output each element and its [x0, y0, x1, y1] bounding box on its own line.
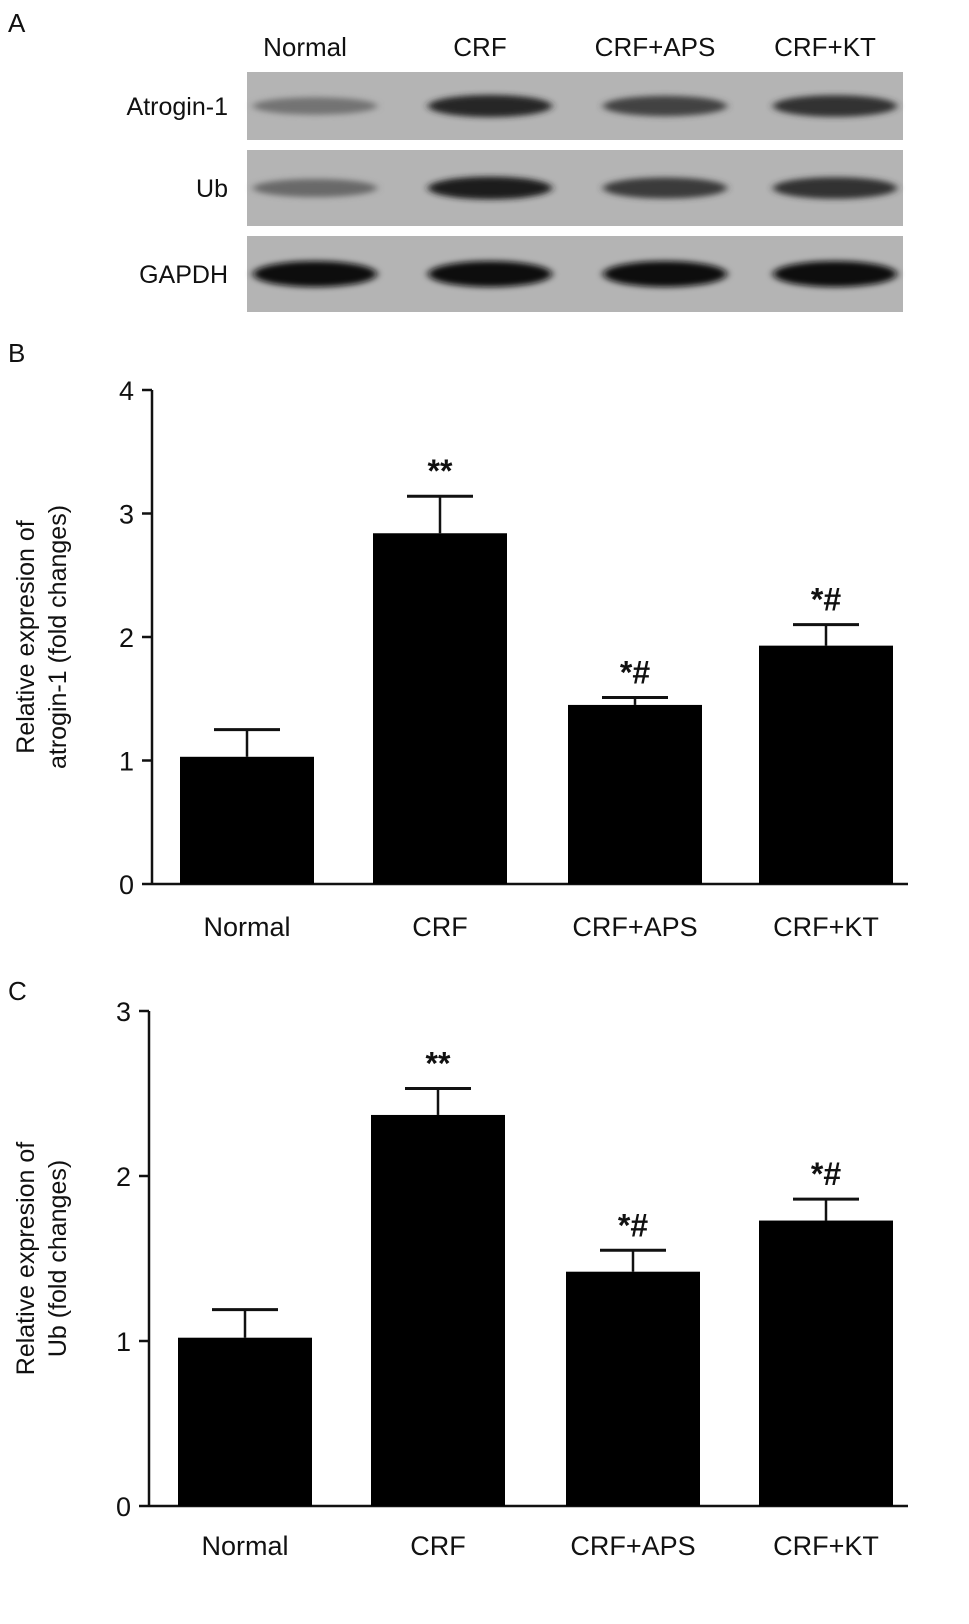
significance-label: **: [426, 1046, 451, 1082]
x-tick-label: CRF+APS: [570, 1531, 695, 1561]
significance-label: *#: [620, 655, 650, 691]
blot-band: [253, 97, 377, 115]
blot-band: [428, 94, 552, 118]
y-tick-label: 1: [116, 1327, 131, 1357]
x-tick-label: CRF+KT: [773, 1531, 879, 1561]
significance-label: *#: [811, 1156, 841, 1192]
blot-band: [428, 261, 552, 287]
western-blot: Normal CRF CRF+APS CRF+KT Atrogin-1 Ub GAPDH: [127, 32, 903, 312]
blot-band: [773, 177, 897, 199]
blot-band: [428, 176, 552, 200]
significance-label: *#: [618, 1207, 648, 1243]
x-tick-label: CRF: [410, 1531, 466, 1561]
blot-band: [603, 177, 727, 199]
bar-crf-aps: [568, 704, 702, 884]
blot-band: [253, 179, 377, 197]
y-axis-label: Relative expresion of: [12, 1142, 40, 1376]
blot-band: [603, 95, 727, 117]
bar-crf-kt: [759, 1220, 893, 1506]
bar-crf: [373, 533, 507, 884]
bar-normal: [178, 1337, 312, 1506]
blot-row-label: Ub: [196, 175, 228, 203]
y-tick-label: 1: [119, 747, 134, 777]
blot-band: [603, 261, 727, 287]
y-tick-label: 0: [119, 870, 134, 900]
bar-crf-kt: [759, 645, 893, 884]
ub-bar-chart: 0 1 2 3 Relative expresion of Ub (fold change…: [12, 997, 908, 1561]
lane-label: CRF+APS: [595, 32, 716, 62]
y-tick-label: 2: [119, 623, 134, 653]
panel-label-c: C: [8, 976, 27, 1006]
panel-label-b: B: [8, 338, 25, 368]
x-tick-label: CRF+APS: [572, 912, 697, 942]
x-tick-label: Normal: [201, 1531, 288, 1561]
significance-label: *#: [811, 582, 841, 618]
x-tick-label: CRF+KT: [773, 912, 879, 942]
bar-crf-aps: [566, 1271, 700, 1506]
bar-normal: [180, 756, 314, 884]
blot-row-label: Atrogin-1: [127, 93, 228, 121]
blot-band: [253, 261, 377, 287]
bar-crf: [371, 1114, 505, 1506]
panel-label-a: A: [8, 8, 26, 38]
lane-label: CRF+KT: [774, 32, 876, 62]
significance-label: **: [428, 453, 453, 489]
y-axis-label: Ub (fold changes): [44, 1160, 72, 1357]
y-axis-label: Relative expresion of: [12, 520, 40, 754]
blot-band: [773, 95, 897, 117]
y-tick-label: 3: [116, 997, 131, 1027]
atrogin-1-bar-chart: 0 1 2 3 4 Relative expresion of atrogin-1 (fol…: [12, 376, 908, 942]
blot-band: [773, 261, 897, 287]
x-tick-label: CRF: [412, 912, 468, 942]
y-axis-label: atrogin-1 (fold changes): [44, 505, 72, 769]
blot-row-label: GAPDH: [139, 261, 228, 289]
y-tick-label: 0: [116, 1492, 131, 1522]
y-tick-label: 4: [119, 376, 134, 406]
y-tick-label: 3: [119, 500, 134, 530]
y-tick-label: 2: [116, 1162, 131, 1192]
lane-label: Normal: [263, 32, 347, 62]
x-tick-label: Normal: [203, 912, 290, 942]
lane-label: CRF: [453, 32, 506, 62]
